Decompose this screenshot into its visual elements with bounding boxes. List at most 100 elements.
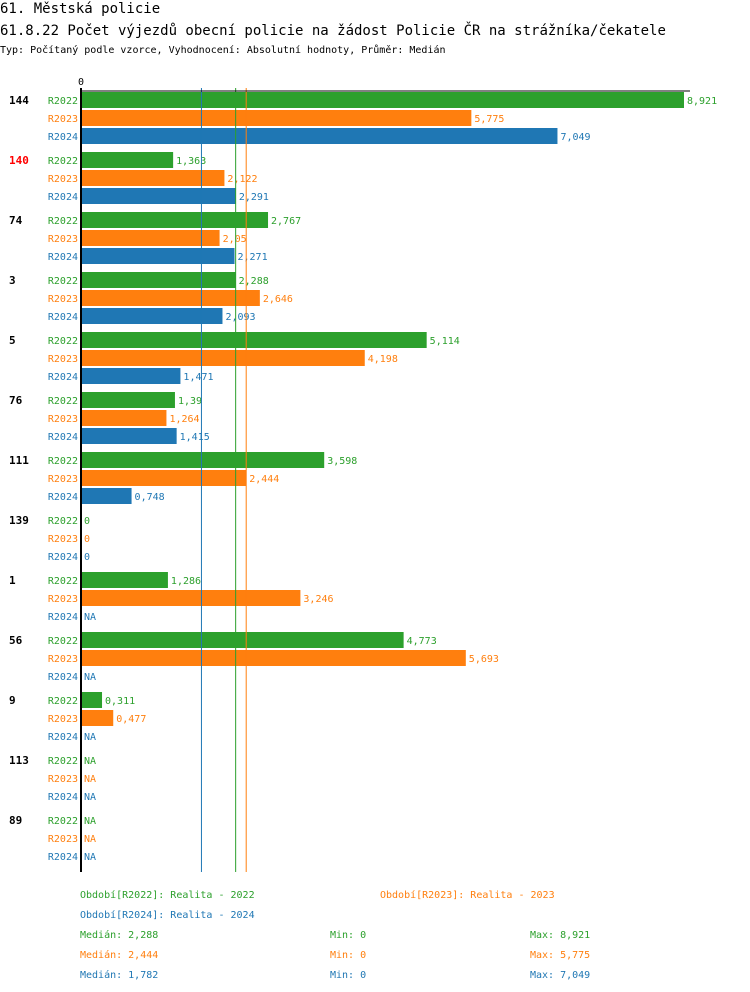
category-label: 113 [9,754,29,767]
series-label: R2022 [48,576,78,587]
bar [81,692,103,708]
data-label: 2,093 [225,312,255,323]
data-label: 1,39 [178,396,202,407]
category-label: 139 [9,514,29,527]
data-label: NA [84,756,96,767]
category-label: 89 [9,814,22,827]
data-label: 2,291 [239,192,269,203]
series-label: R2022 [48,216,78,227]
bar [81,128,558,144]
category-label: 9 [9,694,16,707]
bar [81,488,132,504]
series-label: R2024 [48,312,78,323]
bar [81,308,223,324]
data-label: NA [84,672,96,683]
bar [81,452,325,468]
data-label: 1,471 [183,372,213,383]
bar [81,230,220,246]
series-label: R2023 [48,774,78,785]
bar [81,212,269,228]
series-label: R2024 [48,192,78,203]
data-label: 1,415 [180,432,210,443]
data-label: 0 [84,552,90,563]
series-label: R2022 [48,636,78,647]
data-label: 2,444 [249,474,279,485]
series-label: R2022 [48,456,78,467]
data-label: NA [84,816,96,827]
category-label: 76 [9,394,23,407]
legend-entry: Období[R2023]: Realita - 2023 [380,889,555,901]
data-label: 0,311 [105,696,135,707]
series-label: R2022 [48,816,78,827]
bar [81,290,260,306]
data-label: 2,646 [263,294,293,305]
bar [81,272,236,288]
data-label: 2,122 [227,174,257,185]
bar [81,188,236,204]
data-label: 1,363 [176,156,206,167]
data-label: NA [84,792,96,803]
stat-min: Min: 0 [330,970,366,981]
series-label: R2022 [48,516,78,527]
category-label: 1 [9,574,16,587]
stat-min: Min: 0 [330,930,366,941]
data-label: 3,246 [303,594,333,605]
bar [81,710,114,726]
data-label: 5,693 [469,654,499,665]
series-label: R2024 [48,672,78,683]
stat-median: Medián: 1,782 [80,969,158,981]
data-label: 0 [84,516,90,527]
chart-subtitle: 61.8.22 Počet výjezdů obecní policie na … [0,21,666,39]
bar [81,590,301,606]
series-label: R2023 [48,714,78,725]
series-label: R2024 [48,492,78,503]
data-label: NA [84,774,96,785]
category-label: 144 [9,94,29,107]
stat-median: Medián: 2,288 [80,929,158,941]
data-label: 4,773 [407,636,437,647]
bar [81,392,175,408]
category-label: 3 [9,274,16,287]
data-label: 2,767 [271,216,301,227]
series-label: R2023 [48,234,78,245]
chart-description: Typ: Počítaný podle vzorce, Vyhodnocení:… [0,44,446,56]
series-label: R2023 [48,594,78,605]
data-label: NA [84,612,96,623]
plot-area: 0 144 R2022 8,921 R2023 5,775 R2024 7,049 140 R20… [9,77,717,872]
data-label: 2,271 [238,252,268,263]
series-label: R2023 [48,534,78,545]
category-label: 74 [9,214,23,227]
data-label: 1,264 [169,414,199,425]
stat-min: Min: 0 [330,950,366,961]
series-label: R2024 [48,132,78,143]
series-label: R2022 [48,156,78,167]
bar [81,410,167,426]
series-label: R2023 [48,834,78,845]
stat-max: Max: 5,775 [530,950,590,961]
data-label: 7,049 [560,132,590,143]
bar [81,170,225,186]
series-label: R2023 [48,174,78,185]
data-label: 5,114 [430,336,460,347]
category-label: 56 [9,634,23,647]
legend-entry: Období[R2024]: Realita - 2024 [80,909,255,921]
bar [81,368,181,384]
data-label: 3,598 [327,456,357,467]
series-label: R2024 [48,732,78,743]
series-label: R2023 [48,474,78,485]
bar [81,650,466,666]
series-label: R2024 [48,372,78,383]
series-label: R2024 [48,792,78,803]
data-label: NA [84,732,96,743]
data-label: 5,775 [474,114,504,125]
data-label: 2,05 [223,234,247,245]
bar [81,428,177,444]
data-label: 1,286 [171,576,201,587]
bar [81,332,427,348]
data-label: 2,288 [239,276,269,287]
series-label: R2022 [48,756,78,767]
series-label: R2024 [48,852,78,863]
series-label: R2023 [48,294,78,305]
stats-table: Medián: 2,288 Min: 0 Max: 8,921 Medián: 2,4… [80,929,590,981]
bar [81,248,235,264]
